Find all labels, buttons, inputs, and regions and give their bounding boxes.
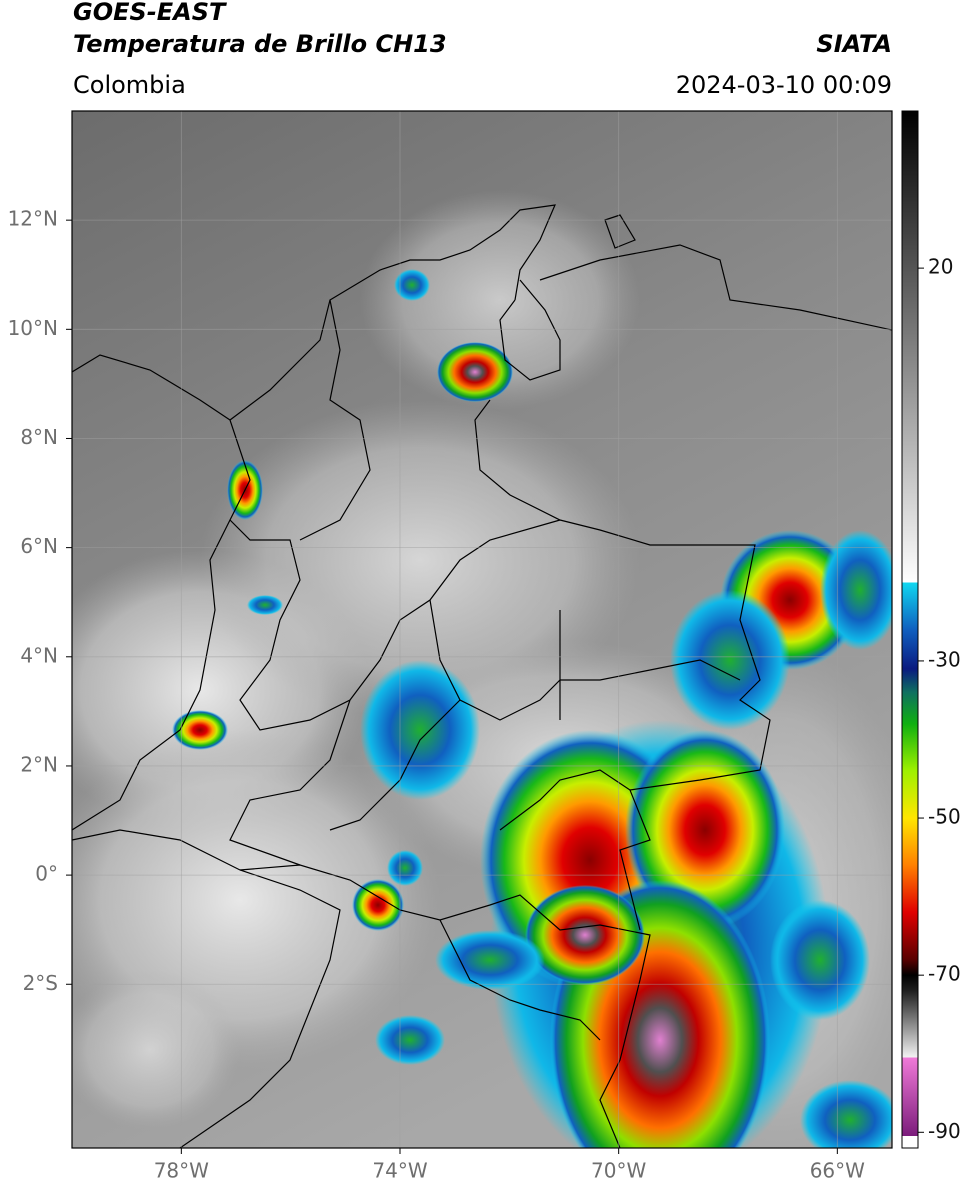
- x-tick-label: 70°W: [591, 1159, 646, 1183]
- source: SIATA: [816, 30, 892, 58]
- x-tick-label: 66°W: [810, 1159, 865, 1183]
- y-tick-label: 8°N: [20, 425, 58, 449]
- y-tick-label: 6°N: [20, 534, 58, 558]
- y-tick-label: 12°N: [8, 207, 58, 231]
- colorbar-tick-label: -50: [928, 805, 961, 829]
- y-tick-label: 2°S: [23, 971, 58, 995]
- y-tick-label: 0°: [35, 862, 58, 886]
- colorbar-tick-label: -30: [928, 647, 961, 671]
- colorbar-tick-label: 20: [928, 255, 953, 279]
- colorbar-tick-label: -90: [928, 1119, 961, 1143]
- satellite-image: [72, 111, 892, 1148]
- title: GOES-EAST: [73, 0, 227, 26]
- region: Colombia: [73, 71, 186, 99]
- y-tick-label: 10°N: [8, 316, 58, 340]
- grid: [72, 111, 892, 1148]
- x-tick-label: 74°W: [372, 1159, 427, 1183]
- map-frame: [71, 110, 893, 1149]
- datetime: 2024-03-10 00:09: [676, 71, 892, 99]
- colorbar-tick-label: -70: [928, 962, 961, 986]
- x-tick-label: 78°W: [154, 1159, 209, 1183]
- y-tick-label: 4°N: [20, 643, 58, 667]
- colorbar: [901, 110, 919, 1149]
- y-tick-label: 2°N: [20, 752, 58, 776]
- subtitle: Temperatura de Brillo CH13: [73, 30, 447, 58]
